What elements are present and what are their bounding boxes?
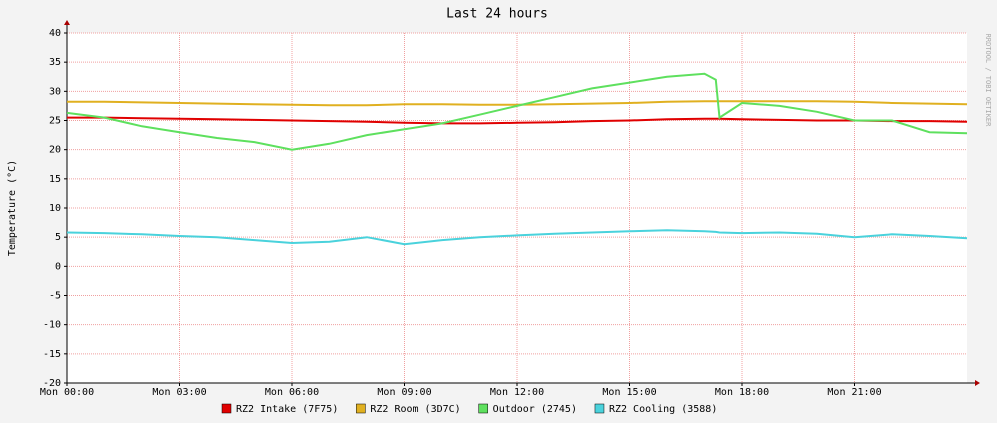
x-tick-label: Mon 03:00 [152,387,206,398]
y-tick-label: -15 [43,349,61,360]
legend-label: RZ2 Intake (7F75) [236,404,338,415]
x-tick-label: Mon 18:00 [715,387,769,398]
y-tick-label: -20 [43,378,61,389]
legend-swatch [356,403,366,414]
x-tick-label: Mon 12:00 [490,387,544,398]
legend-label: RZ2 Cooling (3588) [609,404,717,415]
y-tick-label: 0 [55,261,61,272]
y-axis-arrow [64,20,70,25]
x-tick-label: Mon 15:00 [602,387,656,398]
series-line [67,100,968,107]
x-tick-label: Mon 09:00 [377,387,431,398]
x-tick-label: Mon 06:00 [265,387,319,398]
x-axis-arrow [975,380,980,386]
y-tick-label: 25 [49,116,61,127]
y-tick-label: 20 [49,145,61,156]
legend-label: RZ2 Room (3D7C) [370,404,460,415]
x-tick-label: Mon 00:00 [40,387,94,398]
y-tick-label: 40 [49,28,61,39]
series-line [67,116,968,125]
y-tick-label: 15 [49,174,61,185]
y-tick-label: 35 [49,57,61,68]
side-note: RRDTOOL / TOBI OETIKER [984,34,992,128]
chart-title: Last 24 hours [446,7,548,22]
y-tick-label: 5 [55,232,61,243]
x-tick-label: Mon 21:00 [827,387,881,398]
series-line [66,72,968,151]
legend-label: Outdoor (2745) [493,404,577,415]
y-tick-label: -10 [43,320,61,331]
y-tick-label: -5 [49,291,61,302]
series-line [66,229,968,246]
y-axis-label: Temperature (°C) [7,160,18,256]
y-tick-label: 10 [49,203,61,214]
legend-swatch [478,403,488,414]
legend-swatch [594,403,605,414]
legend-swatch [221,403,232,414]
y-tick-label: 30 [49,86,61,97]
